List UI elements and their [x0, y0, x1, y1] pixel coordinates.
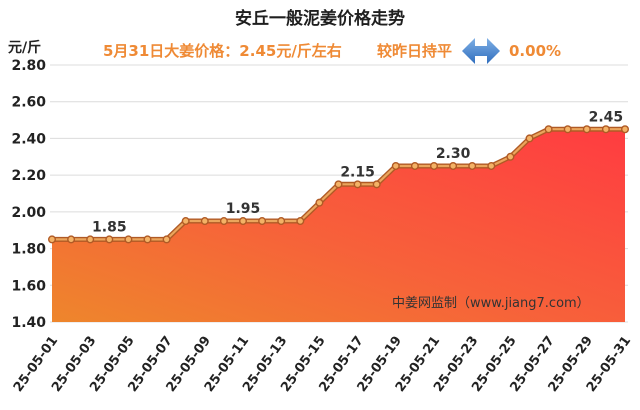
- data-point: [601, 125, 610, 134]
- data-point: [105, 235, 114, 244]
- data-point: [621, 125, 630, 134]
- data-points: [48, 125, 630, 244]
- y-tick-label: 2.20: [11, 168, 46, 184]
- data-point: [544, 125, 553, 134]
- change-percent: 0.00%: [509, 42, 561, 60]
- y-axis-unit-label: 元/斤: [8, 39, 41, 56]
- price-series: [49, 126, 628, 322]
- data-point: [143, 235, 152, 244]
- data-point: [372, 180, 381, 189]
- y-tick-label: 1.80: [11, 242, 46, 258]
- data-point: [353, 180, 362, 189]
- y-tick-label: 1.60: [11, 278, 46, 294]
- data-label: 1.85: [92, 219, 127, 235]
- data-point: [238, 217, 247, 226]
- data-point: [468, 161, 477, 170]
- price-summary: 5月31日大姜价格：2.45元/斤左右: [103, 42, 342, 60]
- y-tick-labels: 2.80 2.60 2.40 2.20 2.00 1.80 1.60 1.40: [11, 58, 46, 331]
- x-tick-labels: 25-05-0125-05-0325-05-0525-05-0725-05-09…: [11, 334, 634, 395]
- data-point: [296, 217, 305, 226]
- data-point: [200, 217, 209, 226]
- data-point: [258, 217, 267, 226]
- data-point: [277, 217, 286, 226]
- y-tick-label: 2.00: [11, 205, 46, 221]
- change-label: 较昨日持平: [377, 42, 452, 60]
- double-arrow-icon: [462, 38, 500, 64]
- subtitle: 5月31日大姜价格：2.45元/斤左右 较昨日持平 0.00%: [103, 38, 561, 64]
- data-point: [391, 161, 400, 170]
- data-point: [449, 161, 458, 170]
- data-point: [487, 161, 496, 170]
- y-tick-label: 2.40: [11, 131, 46, 147]
- watermark: 中姜网监制（www.jiang7.com）: [392, 296, 590, 311]
- data-point: [410, 161, 419, 170]
- data-point: [506, 152, 515, 161]
- data-point: [181, 217, 190, 226]
- data-point: [582, 125, 591, 134]
- data-point: [563, 125, 572, 134]
- data-point: [67, 235, 76, 244]
- chart-title: 安丘一般泥姜价格走势: [235, 8, 405, 29]
- data-point: [334, 180, 343, 189]
- data-point: [162, 235, 171, 244]
- data-label: 2.45: [589, 109, 624, 125]
- data-labels: 1.85 1.95 2.15 2.30 2.45: [92, 109, 623, 235]
- y-tick-label: 1.40: [11, 315, 46, 331]
- data-point: [219, 217, 228, 226]
- data-point: [86, 235, 95, 244]
- data-point: [525, 134, 534, 143]
- data-point: [430, 161, 439, 170]
- y-tick-label: 2.60: [11, 95, 46, 111]
- data-label: 2.15: [340, 164, 375, 180]
- data-label: 2.30: [436, 146, 471, 162]
- data-point: [48, 235, 57, 244]
- data-point: [315, 198, 324, 207]
- data-point: [124, 235, 133, 244]
- y-tick-label: 2.80: [11, 58, 46, 74]
- price-area-fill: [52, 129, 625, 322]
- data-label: 1.95: [226, 201, 261, 217]
